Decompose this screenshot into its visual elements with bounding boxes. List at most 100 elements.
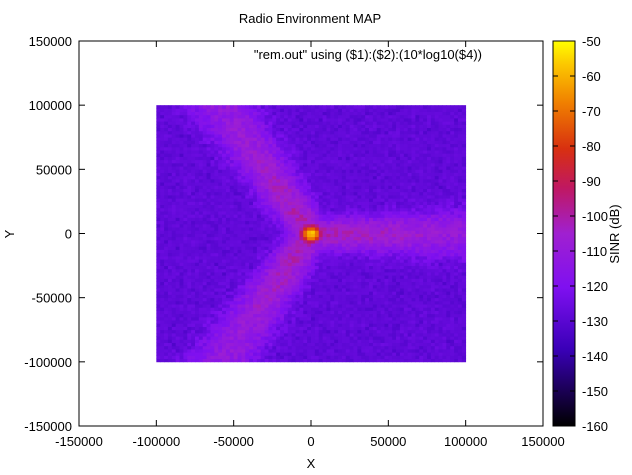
heatmap-cell [202,345,207,350]
heatmap-cell [202,211,207,215]
heatmap-cell [202,323,207,327]
heatmap-cell [256,272,262,276]
heatmap-cell [171,352,177,356]
heatmap-cell [202,249,207,254]
heatmap-cell [303,246,308,250]
heatmap-cell [195,355,200,360]
heatmap-cell [229,243,235,247]
heatmap-cell [187,169,192,173]
heatmap-cell [365,191,370,196]
heatmap-cell [307,204,312,209]
heatmap-cell [338,332,343,337]
heatmap-cell [334,304,339,308]
heatmap-cell [299,121,304,125]
heatmap-cell [171,130,177,135]
heatmap-cell [322,323,327,327]
heatmap-cell [195,329,200,334]
heatmap-cell [268,195,273,199]
heatmap-cell [338,239,343,244]
heatmap-cell [160,137,165,141]
heatmap-cell [299,182,304,186]
heatmap-cell [376,198,381,202]
heatmap-cell [369,188,374,193]
heatmap-cell [341,127,347,132]
heatmap-cell [392,211,397,215]
heatmap-cell [268,146,273,151]
heatmap-cell [295,211,300,215]
heatmap-cell [241,358,246,363]
heatmap-cell [372,284,378,289]
heatmap-cell [303,217,308,222]
heatmap-cell [369,300,374,305]
heatmap-cell [388,162,393,167]
heatmap-cell [303,345,308,350]
heatmap-cell [229,265,235,270]
heatmap-cell [357,130,362,135]
heatmap-cell [175,233,180,238]
heatmap-cell [361,143,366,148]
heatmap-cell [202,288,207,292]
heatmap-cell [291,288,296,292]
heatmap-cell [237,239,242,244]
heatmap-cell [264,130,269,135]
heatmap-cell [187,156,192,161]
heatmap-cell [357,217,362,222]
heatmap-cell [214,169,219,173]
heatmap-cell [191,310,196,315]
heatmap-cell [253,307,258,311]
heatmap-cell [392,342,397,347]
heatmap-cell [380,243,385,247]
heatmap-cell [372,288,378,292]
heatmap-cell [322,166,327,170]
heatmap-cell [272,105,277,109]
heatmap-cell [303,259,308,263]
heatmap-cell [287,265,293,270]
heatmap-cell [175,268,180,273]
heatmap-cell [311,111,316,116]
heatmap-cell [237,297,242,302]
heatmap-cell [361,114,366,119]
heatmap-cell [388,339,393,343]
heatmap-cell [171,355,177,360]
heatmap-cell [183,259,188,263]
heatmap-cell [264,211,269,215]
heatmap-cell [179,166,184,170]
heatmap-cell [396,352,401,356]
heatmap-cell [214,150,219,154]
heatmap-cell [314,336,320,340]
heatmap-cell [249,272,254,276]
heatmap-cell [369,272,374,276]
heatmap-cell [369,278,374,283]
heatmap-cell [311,198,316,202]
heatmap-cell [276,288,281,292]
heatmap-cell [372,121,378,125]
heatmap-cell [276,130,281,135]
heatmap-cell [164,332,169,337]
heatmap-cell [225,243,231,247]
heatmap-cell [330,162,335,167]
heatmap-cell [195,127,200,132]
heatmap-cell [392,320,397,324]
heatmap-cell [179,204,184,209]
heatmap-cell [175,195,180,199]
heatmap-cell [198,211,204,215]
heatmap-cell [314,114,320,119]
heatmap-cell [171,310,177,315]
heatmap-cell [303,118,308,122]
heatmap-cell [206,146,211,151]
heatmap-cell [349,243,354,247]
heatmap-cell [341,172,347,177]
heatmap-cell [187,249,192,254]
heatmap-cell [253,294,258,299]
heatmap-cell [303,323,308,327]
heatmap-cell [392,246,397,250]
heatmap-cell [222,143,227,148]
heatmap-cell [291,153,296,157]
heatmap-cell [341,124,347,129]
heatmap-cell [365,169,370,173]
heatmap-cell [160,262,165,266]
heatmap-cell [191,146,196,151]
heatmap-cell [322,182,327,186]
heatmap-cell [264,358,269,363]
heatmap-cell [283,204,289,209]
